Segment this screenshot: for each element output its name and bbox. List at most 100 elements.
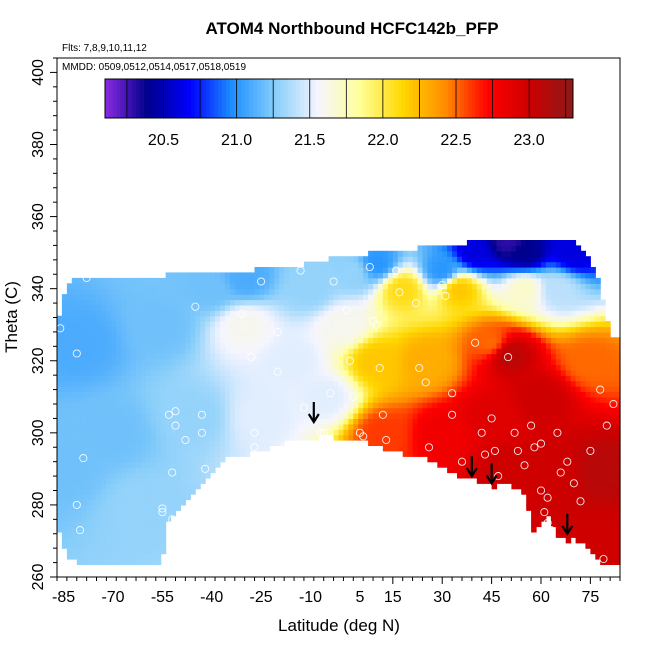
heatmap-cell [521,353,527,360]
heatmap-cell [116,294,122,301]
heatmap-cell [565,510,572,517]
heatmap-cell [264,277,270,284]
heatmap-cell [308,331,315,338]
heatmap-cell [506,364,512,371]
heatmap-cell [382,250,389,257]
heatmap-cell [57,326,63,333]
heatmap-cell [333,353,340,360]
heatmap-cell [605,434,611,441]
observation-point [424,443,434,452]
heatmap-cell [358,407,364,414]
heatmap-cell [141,504,147,511]
heatmap-cell [521,440,527,446]
heatmap-cell [590,283,596,290]
heatmap-cell [136,342,142,349]
heatmap-cell [126,521,132,528]
heatmap-cell [313,272,320,279]
heatmap-cell [521,488,527,495]
heatmap-cell [555,521,562,528]
heatmap-cell [76,310,83,317]
heatmap-cell [378,294,384,301]
heatmap-cell [422,337,428,344]
heatmap-cell [363,353,369,360]
heatmap-cell [200,434,206,441]
heatmap-cell [437,450,443,457]
heatmap-cell [382,391,389,398]
heatmap-cell [244,342,251,349]
heatmap-cell [575,245,582,252]
heatmap-cell [136,553,142,560]
heatmap-cell [165,331,172,338]
heatmap-cell [180,483,186,490]
heatmap-cell [106,477,112,484]
heatmap-cell [136,499,142,506]
heatmap-cell [526,294,532,301]
heatmap-cell [555,331,562,338]
heatmap-cell [545,288,552,295]
heatmap-cell [550,240,557,246]
heatmap-cell [526,326,532,333]
heatmap-cell [150,526,157,533]
heatmap-cell [121,391,127,398]
heatmap-cell [338,348,344,355]
heatmap-cell [387,364,394,371]
heatmap-cell [244,326,251,333]
heatmap-cell [150,288,157,295]
heatmap-cell [86,369,93,376]
heatmap-cell [521,402,527,409]
heatmap-cell [407,434,414,441]
heatmap-cell [560,358,567,365]
heatmap-cell [269,315,275,322]
heatmap-cell [180,348,186,355]
heatmap-cell [378,375,384,382]
heatmap-cell [382,440,389,446]
heatmap-cell [111,413,117,419]
heatmap-cell [333,321,340,328]
heatmap-cell [402,391,409,398]
heatmap-cell [136,548,142,555]
heatmap-cell [358,380,364,387]
heatmap-cell [387,380,394,387]
heatmap-cell [76,548,83,555]
heatmap-cell [516,331,522,338]
heatmap-cell [57,402,63,409]
heatmap-cell [432,456,438,463]
heatmap-cell [417,396,423,403]
heatmap-cell [368,261,374,268]
heatmap-cell [570,531,577,538]
heatmap-cell [457,450,463,457]
heatmap-cell [486,445,493,452]
heatmap-cell [205,445,211,452]
heatmap-cell [343,315,349,322]
heatmap-cell [136,504,142,511]
heatmap-cell [486,348,493,355]
heatmap-cell [303,434,310,441]
heatmap-cell [205,456,211,463]
heatmap-cell [150,321,157,328]
heatmap-cell [66,521,73,528]
heatmap-cell [590,429,596,436]
heatmap-cell [442,364,448,371]
heatmap-cell [96,499,102,506]
heatmap-cell [412,423,419,430]
heatmap-cell [210,461,216,468]
heatmap-cell [180,283,186,290]
heatmap-cell [437,353,443,360]
heatmap-cell [215,294,221,301]
heatmap-cell [427,304,433,311]
heatmap-cell [462,467,468,474]
heatmap-cell [575,504,582,511]
heatmap-cell [111,358,117,365]
heatmap-cell [91,494,98,501]
heatmap-cell [210,440,216,446]
heatmap-cell [328,321,335,328]
heatmap-cell [96,386,102,392]
heatmap-cell [531,402,537,409]
heatmap-cell [496,380,502,387]
heatmap-cell [412,326,419,333]
heatmap-cell [575,386,582,392]
heatmap-cell [392,364,399,371]
heatmap-cell [190,353,196,360]
heatmap-cell [457,331,463,338]
heatmap-cell [229,434,236,441]
